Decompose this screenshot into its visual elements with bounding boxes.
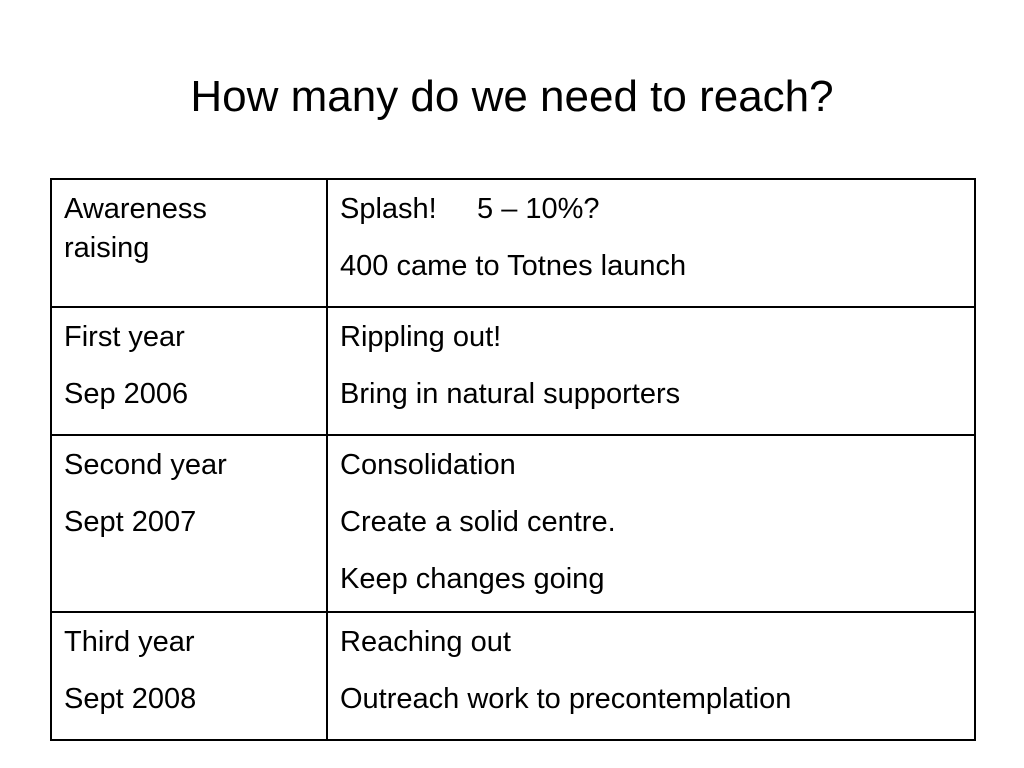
- stage-cell: Third year Sept 2008: [50, 611, 328, 741]
- stage-line: raising: [64, 232, 150, 264]
- detail-line: Create a solid centre.: [340, 506, 616, 538]
- table-row: Third year Sept 2008 Reaching out Outrea…: [50, 611, 976, 741]
- stage-line: Second year: [64, 449, 227, 481]
- detail-line: Bring in natural supporters: [340, 378, 681, 410]
- details-cell: Reaching out Outreach work to precontemp…: [326, 611, 976, 741]
- stage-cell: Awareness raising: [50, 178, 328, 308]
- detail-line: Keep changes going: [340, 563, 605, 595]
- stage-cell: First year Sep 2006: [50, 306, 328, 436]
- details-cell: Rippling out! Bring in natural supporter…: [326, 306, 976, 436]
- slide-title: How many do we need to reach?: [190, 72, 834, 121]
- detail-line: Splash! 5 – 10%?: [340, 193, 600, 225]
- detail-line: Consolidation: [340, 449, 516, 481]
- stage-cell: Second year Sept 2007: [50, 434, 328, 613]
- stage-line: Sept 2008: [64, 683, 197, 715]
- stage-line: First year: [64, 321, 185, 353]
- stage-line: Awareness: [64, 193, 207, 225]
- detail-line: Reaching out: [340, 626, 511, 658]
- table-row: First year Sep 2006 Rippling out! Bring …: [50, 306, 976, 436]
- stage-line: Sep 2006: [64, 378, 189, 410]
- stage-line: Sept 2007: [64, 506, 197, 538]
- detail-line: Outreach work to precontemplation: [340, 683, 792, 715]
- stages-table: Awareness raising Splash! 5 – 10%? 400 c…: [50, 178, 976, 741]
- details-cell: Consolidation Create a solid centre. Kee…: [326, 434, 976, 613]
- detail-line: 400 came to Totnes launch: [340, 250, 687, 282]
- table-row: Awareness raising Splash! 5 – 10%? 400 c…: [50, 178, 976, 308]
- details-cell: Splash! 5 – 10%? 400 came to Totnes laun…: [326, 178, 976, 308]
- detail-line: Rippling out!: [340, 321, 502, 353]
- stage-line: Third year: [64, 626, 195, 658]
- table-row: Second year Sept 2007 Consolidation Crea…: [50, 434, 976, 613]
